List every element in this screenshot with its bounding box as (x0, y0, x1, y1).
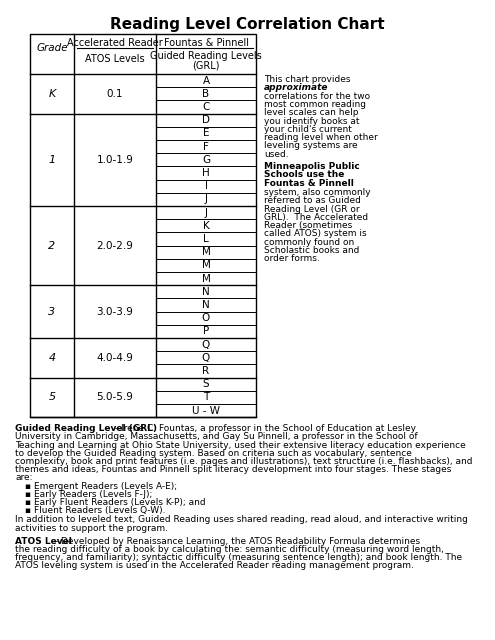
Text: R: R (202, 366, 209, 376)
Text: activities to support the program.: activities to support the program. (15, 524, 168, 532)
Text: your child's current: your child's current (264, 125, 352, 134)
Text: 4.0-4.9: 4.0-4.9 (97, 353, 134, 363)
Text: Reading Level Correlation Chart: Reading Level Correlation Chart (110, 17, 384, 32)
Text: Fountas & Pinnell: Fountas & Pinnell (163, 38, 248, 48)
Text: O: O (202, 313, 210, 323)
Text: Fountas & Pinnell: Fountas & Pinnell (264, 179, 354, 188)
Text: J: J (204, 195, 207, 204)
Text: ATOS leveling system is used in the Accelerated Reader reading management progra: ATOS leveling system is used in the Acce… (15, 561, 414, 570)
Text: 4: 4 (49, 353, 55, 363)
Text: 0.1: 0.1 (107, 89, 123, 99)
Text: Guided Reading Levels: Guided Reading Levels (150, 51, 262, 61)
Text: M: M (201, 247, 210, 257)
Text: S: S (202, 379, 209, 389)
Text: U - W: U - W (192, 406, 220, 415)
Text: B: B (202, 89, 209, 99)
Text: level scales can help: level scales can help (264, 108, 358, 117)
Text: In addition to leveled text, Guided Reading uses shared reading, read aloud, and: In addition to leveled text, Guided Read… (15, 515, 468, 524)
Text: you identify books at: you identify books at (264, 116, 359, 125)
Text: University in Cambridge, Massachusetts, and Gay Su Pinnell, a professor in the S: University in Cambridge, Massachusetts, … (15, 433, 418, 442)
Text: H: H (202, 168, 210, 178)
Text: ▪ Fluent Readers (Levels Q-W).: ▪ Fluent Readers (Levels Q-W). (25, 506, 165, 515)
Text: D: D (202, 115, 210, 125)
Text: leveling systems are: leveling systems are (264, 141, 357, 150)
Text: - Irene C. Fountas, a professor in the School of Education at Lesley: - Irene C. Fountas, a professor in the S… (112, 424, 416, 433)
Text: Grade: Grade (36, 43, 68, 53)
Text: - Developed by Renaissance Learning, the ATOS Readability Formula determines: - Developed by Renaissance Learning, the… (52, 537, 420, 546)
Text: (GRL): (GRL) (192, 60, 220, 70)
Text: frequency, and familiarity); syntactic difficulty (measuring sentence length); a: frequency, and familiarity); syntactic d… (15, 553, 462, 562)
Text: E: E (203, 129, 209, 138)
Text: the reading difficulty of a book by calculating the: semantic difficulty (measur: the reading difficulty of a book by calc… (15, 545, 444, 554)
Text: complexity, book and print features (i.e. pages and illustrations), text structu: complexity, book and print features (i.e… (15, 457, 473, 466)
Text: Guided Reading Level (GRL): Guided Reading Level (GRL) (15, 424, 157, 433)
Text: 5: 5 (49, 392, 55, 403)
Text: G: G (202, 155, 210, 165)
Text: I: I (204, 181, 207, 191)
Text: N: N (202, 287, 210, 297)
Text: system, also commonly: system, also commonly (264, 188, 371, 197)
Text: commonly found on: commonly found on (264, 237, 354, 246)
Text: M: M (201, 274, 210, 284)
Text: N: N (202, 300, 210, 310)
Text: A: A (202, 76, 209, 86)
Text: M: M (201, 260, 210, 270)
Text: Teaching and Learning at Ohio State University, used their extensive literacy ed: Teaching and Learning at Ohio State Univ… (15, 440, 466, 449)
Text: themes and ideas, Fountas and Pinnell split literacy development into four stage: themes and ideas, Fountas and Pinnell sp… (15, 465, 451, 474)
Text: approximate: approximate (264, 83, 329, 92)
Text: used.: used. (264, 150, 289, 159)
Text: This chart provides: This chart provides (264, 75, 350, 84)
Text: Reader (sometimes: Reader (sometimes (264, 221, 352, 230)
Text: ▪ Emergent Readers (Levels A-E);: ▪ Emergent Readers (Levels A-E); (25, 482, 177, 491)
Text: L: L (203, 234, 209, 244)
Text: to develop the Guided Reading system. Based on criteria such as vocabulary, sent: to develop the Guided Reading system. Ba… (15, 449, 412, 458)
Text: correlations for the two: correlations for the two (264, 92, 370, 100)
Text: 1: 1 (49, 155, 55, 164)
Text: order forms.: order forms. (264, 254, 320, 263)
Text: Reading Level (GR or: Reading Level (GR or (264, 205, 360, 214)
Bar (30, 34, 256, 417)
Text: referred to as Guided: referred to as Guided (264, 196, 361, 205)
Text: ▪ Early Readers (Levels F-J);: ▪ Early Readers (Levels F-J); (25, 490, 152, 499)
Text: C: C (202, 102, 210, 112)
Text: Q: Q (202, 353, 210, 363)
Text: ATOS Level: ATOS Level (15, 537, 72, 546)
Text: 2.0-2.9: 2.0-2.9 (97, 241, 134, 251)
Text: 1.0-1.9: 1.0-1.9 (97, 155, 134, 164)
Text: 5.0-5.9: 5.0-5.9 (97, 392, 134, 403)
Text: K: K (49, 89, 55, 99)
Text: Accelerated Reader: Accelerated Reader (67, 38, 163, 48)
Text: 3.0-3.9: 3.0-3.9 (97, 307, 134, 317)
Text: reading level when other: reading level when other (264, 133, 378, 142)
Text: ATOS Levels: ATOS Levels (85, 54, 145, 64)
Text: F: F (203, 141, 209, 152)
Text: GRL).  The Accelerated: GRL). The Accelerated (264, 212, 368, 222)
Text: Scholastic books and: Scholastic books and (264, 246, 359, 255)
Text: 2: 2 (49, 241, 55, 251)
Text: Q: Q (202, 340, 210, 349)
Text: are:: are: (15, 474, 33, 483)
Text: most common reading: most common reading (264, 100, 366, 109)
Text: Schools use the: Schools use the (264, 170, 345, 179)
Text: ▪ Early Fluent Readers (Levels K-P); and: ▪ Early Fluent Readers (Levels K-P); and (25, 498, 205, 507)
Text: T: T (203, 392, 209, 403)
Text: called ATOS) system is: called ATOS) system is (264, 229, 367, 238)
Text: P: P (203, 326, 209, 337)
Text: K: K (202, 221, 209, 231)
Text: 3: 3 (49, 307, 55, 317)
Text: J: J (204, 207, 207, 218)
Text: Minneapolis Public: Minneapolis Public (264, 162, 360, 171)
